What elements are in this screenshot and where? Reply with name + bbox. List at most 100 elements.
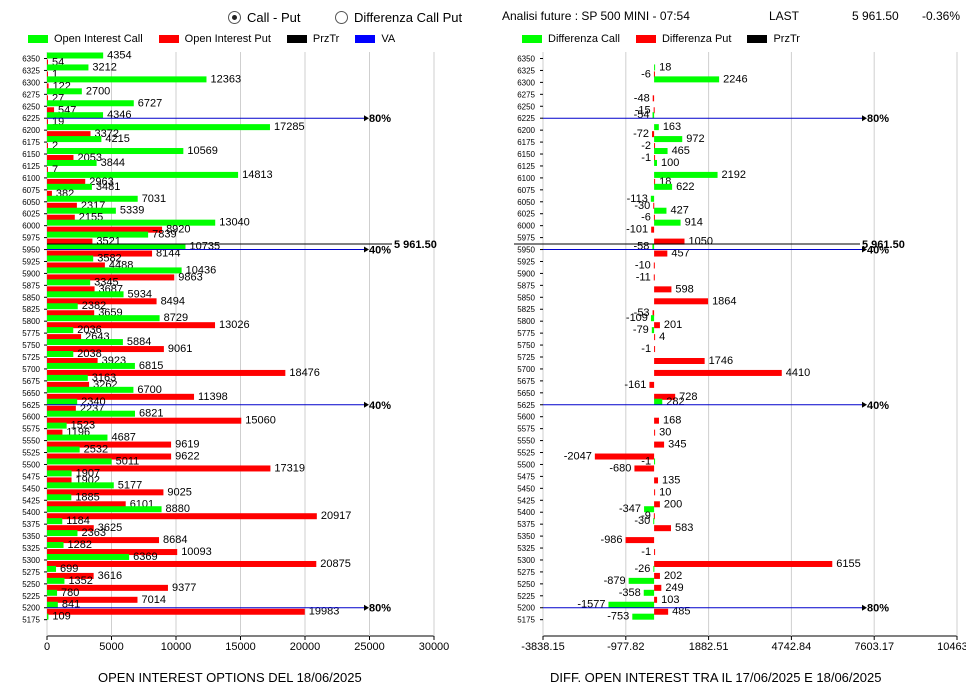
strike-label: 5250 — [22, 580, 40, 589]
call-value-label: 2532 — [84, 444, 108, 456]
legend-item-oi-call: Open Interest Call — [28, 33, 143, 45]
strike-label: 5925 — [517, 257, 535, 266]
put-bar — [654, 417, 659, 424]
strike-label: 5325 — [22, 544, 40, 553]
put-value-label: 4 — [659, 331, 665, 343]
call-value-label: 6821 — [139, 408, 163, 420]
strike-label: 6075 — [517, 186, 535, 195]
radio-call-put[interactable]: Call - Put — [228, 8, 300, 26]
strike-label: 6000 — [22, 222, 40, 231]
strike-label: 5425 — [517, 496, 535, 505]
call-bar — [47, 219, 216, 226]
x-tick-label: 4742.84 — [772, 641, 812, 653]
call-value-label: -58 — [634, 241, 650, 253]
call-value-label: 4346 — [107, 109, 131, 121]
put-bar — [47, 429, 63, 436]
strike-label: 6225 — [22, 114, 40, 123]
call-bar — [654, 64, 656, 71]
legend-swatch — [522, 35, 542, 43]
va-percent-label: 40% — [867, 245, 889, 257]
call-value-label: 699 — [60, 563, 78, 575]
strike-label: 5550 — [22, 437, 40, 446]
put-value-label: 8494 — [161, 295, 185, 307]
strike-label: 5800 — [517, 317, 535, 326]
put-bar — [654, 560, 833, 567]
call-bar — [47, 88, 82, 95]
put-bar — [47, 381, 90, 388]
put-bar — [47, 369, 286, 376]
call-value-label: 13040 — [219, 217, 250, 229]
strike-label: 5375 — [517, 520, 535, 529]
strike-label: 5525 — [517, 449, 535, 458]
x-tick-label: -3838.15 — [521, 641, 564, 653]
strike-label: 5650 — [517, 389, 535, 398]
put-value-label: 249 — [665, 582, 683, 594]
call-bar — [47, 279, 91, 286]
call-value-label: 3844 — [101, 157, 125, 169]
put-bar — [47, 119, 48, 126]
put-bar — [47, 274, 175, 281]
call-bar — [47, 470, 72, 477]
call-bar — [47, 494, 72, 501]
strike-label: 5575 — [22, 425, 40, 434]
call-bar — [650, 195, 655, 202]
put-bar — [47, 334, 82, 341]
put-value-label: 11398 — [198, 391, 228, 403]
radio-differenza[interactable]: Differenza Call Put — [335, 8, 462, 26]
legend-swatch — [355, 35, 376, 43]
put-bar — [47, 202, 77, 209]
put-value-label: 103 — [661, 594, 679, 606]
strike-label: 5700 — [517, 365, 535, 374]
radio-call-put-label: Call - Put — [247, 9, 301, 25]
put-bar — [654, 178, 656, 185]
put-bar — [47, 298, 157, 305]
strike-label: 5875 — [517, 281, 535, 290]
put-bar — [47, 417, 242, 424]
strike-label: 5975 — [22, 234, 40, 243]
strike-label: 5325 — [517, 544, 535, 553]
call-value-label: 10735 — [189, 241, 220, 253]
call-bar — [632, 613, 655, 620]
strike-label: 5525 — [22, 449, 40, 458]
call-value-label: 1885 — [75, 491, 99, 503]
strike-label: 6100 — [22, 174, 40, 183]
va-arrow-icon — [364, 604, 369, 611]
put-bar — [47, 190, 52, 197]
strike-label: 5600 — [22, 413, 40, 422]
put-bar — [47, 441, 172, 448]
call-bar — [47, 195, 138, 202]
call-bar — [654, 148, 668, 155]
strike-label: 5850 — [22, 293, 40, 302]
call-value-label: 1523 — [71, 420, 95, 432]
strike-label: 5475 — [22, 472, 40, 481]
put-bar — [634, 465, 655, 472]
strike-label: 5675 — [517, 377, 535, 386]
strike-label: 6100 — [517, 174, 535, 183]
put-value-label: 3625 — [98, 522, 122, 534]
put-bar — [47, 358, 98, 364]
put-value-label: 345 — [668, 439, 686, 451]
put-value-label: 15060 — [245, 415, 276, 427]
strike-label: 5750 — [517, 341, 535, 350]
put-value-label: 9622 — [175, 451, 199, 463]
put-bar — [654, 584, 662, 591]
call-value-label: 282 — [666, 396, 684, 408]
call-value-label: 427 — [670, 205, 688, 217]
call-value-label: -879 — [604, 575, 626, 587]
put-bar — [47, 322, 216, 329]
call-value-label: -113 — [627, 193, 648, 205]
call-value-label: 4215 — [105, 133, 129, 145]
put-bar — [654, 393, 676, 400]
call-value-label: 465 — [672, 145, 690, 157]
call-value-label: 7839 — [152, 229, 176, 241]
put-bar — [649, 381, 655, 388]
put-value-label: 728 — [679, 391, 697, 403]
va-percent-label: 40% — [369, 400, 391, 412]
call-bar — [47, 207, 116, 214]
put-bar — [654, 155, 656, 162]
call-bar — [644, 506, 655, 513]
strike-label: 5375 — [22, 520, 40, 529]
put-value-label: -53 — [634, 307, 650, 319]
call-value-label: -1577 — [577, 599, 605, 611]
